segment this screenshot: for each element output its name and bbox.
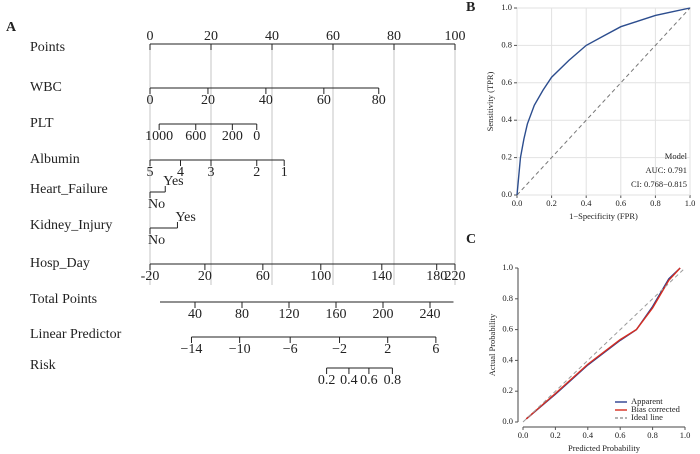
x-tick-label: 240 xyxy=(420,307,441,322)
x-tick-label: 0.4 xyxy=(581,198,592,208)
row-label: Albumin xyxy=(30,152,80,167)
tick-label: 60 xyxy=(317,93,331,108)
x-tick-label: 0.8 xyxy=(650,198,661,208)
tick-label: 20 xyxy=(201,93,215,108)
x-tick-label: 60 xyxy=(326,29,340,44)
y-tick-label: 0.8 xyxy=(502,293,513,303)
tick-label: 6 xyxy=(432,342,439,357)
row-label: Points xyxy=(30,40,65,55)
y-tick-label: 0.2 xyxy=(501,152,512,162)
x-tick-label: 80 xyxy=(387,29,401,44)
row-label: PLT xyxy=(30,116,54,131)
tick-label: 2 xyxy=(253,165,260,180)
x-tick-label: 0.0 xyxy=(512,198,523,208)
tick-label: -20 xyxy=(141,269,160,284)
legend-label: Apparent xyxy=(631,396,663,406)
tick-label: 1 xyxy=(281,165,288,180)
tick-label: 1000 xyxy=(145,129,173,144)
y-tick-label: 0.8 xyxy=(501,39,512,49)
tick-label: Yes xyxy=(175,210,195,225)
y-tick-label: 0.4 xyxy=(501,114,512,124)
row-label: Kidney_Injury xyxy=(30,218,112,233)
row-label: Total Points xyxy=(30,292,97,307)
y-axis-label: Actual Probability xyxy=(487,313,497,376)
x-tick-label: 0.2 xyxy=(546,198,557,208)
row-label: WBC xyxy=(30,80,62,95)
tick-label: 140 xyxy=(371,269,392,284)
tick-label: 0 xyxy=(253,129,260,144)
x-tick-label: 20 xyxy=(204,29,218,44)
x-tick-label: 0.0 xyxy=(518,430,529,440)
tick-label: 2 xyxy=(384,342,391,357)
x-tick-label: 80 xyxy=(235,307,249,322)
line-series xyxy=(525,267,681,420)
legend-label: Bias corrected xyxy=(631,404,681,414)
y-tick-label: 1.0 xyxy=(502,262,513,272)
x-tick-label: 0.4 xyxy=(582,430,593,440)
x-tick-label: 1.0 xyxy=(680,430,691,440)
legend-label: Ideal line xyxy=(631,412,663,422)
x-tick-label: 40 xyxy=(265,29,279,44)
tick-label: 220 xyxy=(445,269,466,284)
y-tick-label: 0.2 xyxy=(502,385,513,395)
x-tick-label: 1.0 xyxy=(685,198,696,208)
tick-label: 20 xyxy=(198,269,212,284)
annotation: AUC: 0.791 xyxy=(645,165,687,175)
tick-label: 600 xyxy=(185,129,206,144)
tick-label: 40 xyxy=(259,93,273,108)
tick-label: 0.2 xyxy=(318,373,336,388)
tick-label: −10 xyxy=(229,342,251,357)
x-tick-label: 0.6 xyxy=(615,198,626,208)
y-tick-label: 1.0 xyxy=(501,2,512,12)
tick-label: No xyxy=(148,233,165,248)
tick-label: 80 xyxy=(372,93,386,108)
tick-label: 60 xyxy=(256,269,270,284)
tick-label: 0.6 xyxy=(360,373,378,388)
x-tick-label: 0 xyxy=(147,29,154,44)
tick-label: −14 xyxy=(181,342,203,357)
x-tick-label: 120 xyxy=(279,307,300,322)
tick-label: 0.4 xyxy=(340,373,358,388)
panel-label: A xyxy=(6,20,17,35)
tick-label: 100 xyxy=(310,269,331,284)
panel-label: B xyxy=(466,0,475,15)
reference-line xyxy=(516,7,691,196)
y-axis-label: Sensitivity (TPR) xyxy=(485,71,495,131)
row-label: Heart_Failure xyxy=(30,182,108,197)
y-tick-label: 0.6 xyxy=(502,324,513,334)
tick-label: 200 xyxy=(222,129,243,144)
x-tick-label: 0.6 xyxy=(615,430,626,440)
x-tick-label: 0.2 xyxy=(550,430,561,440)
line-series xyxy=(516,7,691,196)
x-tick-label: 0.8 xyxy=(647,430,658,440)
y-tick-label: 0.0 xyxy=(502,416,513,426)
tick-label: 5 xyxy=(147,165,154,180)
row-label: Hosp_Day xyxy=(30,256,90,271)
tick-label: −6 xyxy=(283,342,298,357)
row-label: Linear Predictor xyxy=(30,327,122,342)
x-axis-label: 1−Specificity (FPR) xyxy=(569,211,638,221)
tick-label: 3 xyxy=(208,165,215,180)
y-tick-label: 0.4 xyxy=(502,354,513,364)
tick-label: No xyxy=(148,197,165,212)
panel-label: C xyxy=(466,232,476,247)
x-tick-label: 160 xyxy=(326,307,347,322)
tick-label: Yes xyxy=(163,174,183,189)
y-tick-label: 0.0 xyxy=(501,189,512,199)
row-label: Risk xyxy=(30,358,56,373)
x-tick-label: 100 xyxy=(445,29,466,44)
tick-label: 4 xyxy=(177,165,184,180)
tick-label: 180 xyxy=(426,269,447,284)
annotation: CI: 0.768−0.815 xyxy=(631,179,687,189)
tick-label: 0.8 xyxy=(384,373,402,388)
annotation: Model xyxy=(665,151,688,161)
tick-label: −2 xyxy=(332,342,347,357)
line-series xyxy=(522,267,686,423)
x-tick-label: 40 xyxy=(188,307,202,322)
y-tick-label: 0.6 xyxy=(501,77,512,87)
tick-label: 0 xyxy=(147,93,154,108)
x-tick-label: 200 xyxy=(373,307,394,322)
x-axis-label: Predicted Probability xyxy=(568,443,641,453)
